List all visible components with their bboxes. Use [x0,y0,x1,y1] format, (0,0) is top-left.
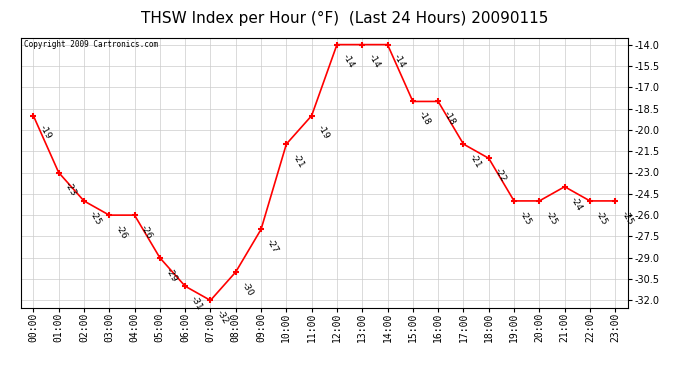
Text: -25: -25 [620,209,635,226]
Text: -26: -26 [139,224,154,241]
Text: -14: -14 [366,53,382,70]
Text: -21: -21 [290,152,306,170]
Text: -18: -18 [442,110,457,127]
Text: -18: -18 [417,110,432,127]
Text: -23: -23 [63,181,78,198]
Text: -19: -19 [37,124,52,141]
Text: -32: -32 [215,309,230,326]
Text: -19: -19 [316,124,331,141]
Text: -26: -26 [113,224,128,241]
Text: -25: -25 [518,209,533,226]
Text: -14: -14 [341,53,356,70]
Text: -21: -21 [468,152,483,170]
Text: -27: -27 [265,238,280,255]
Text: -22: -22 [493,166,508,184]
Text: -25: -25 [544,209,559,226]
Text: -31: -31 [189,294,204,312]
Text: -24: -24 [569,195,584,212]
Text: -29: -29 [164,266,179,283]
Text: -30: -30 [240,280,255,298]
Text: Copyright 2009 Cartronics.com: Copyright 2009 Cartronics.com [23,40,158,49]
Text: -25: -25 [88,209,104,226]
Text: THSW Index per Hour (°F)  (Last 24 Hours) 20090115: THSW Index per Hour (°F) (Last 24 Hours)… [141,11,549,26]
Text: -14: -14 [392,53,407,70]
Text: -25: -25 [594,209,609,226]
